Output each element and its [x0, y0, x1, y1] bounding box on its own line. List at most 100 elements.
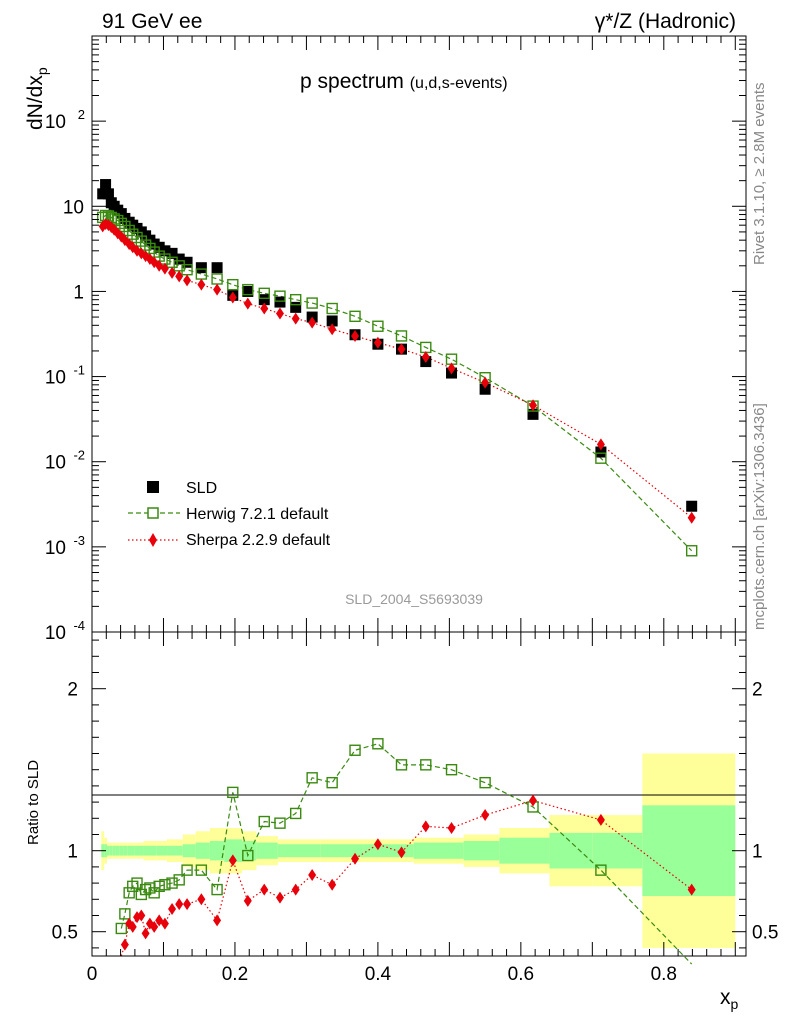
ratio-panel: 0.5 0.5 1 1 2 2 0 0.2 0.4 0.6 0.8 Ratio to SLD xp [25, 631, 779, 1012]
sherpa-ratio-point [291, 883, 300, 896]
sherpa-point [168, 266, 177, 279]
sherpa-point [275, 307, 284, 320]
x-tick-label: 0 [87, 964, 98, 985]
ratio-series [115, 738, 696, 965]
sherpa-point [133, 244, 142, 257]
sherpa-ratio-point [687, 883, 696, 896]
ratio-band-stat-13 [182, 844, 196, 858]
ratio-tick-label-left: 2 [67, 680, 78, 701]
ratio-band-stat-14 [195, 842, 210, 859]
herwig-point [127, 228, 139, 240]
sld-point [274, 296, 286, 308]
ratio-band-stat-18 [256, 842, 278, 859]
header-left: 91 GeV ee [102, 10, 202, 33]
herwig-ratio-point [290, 807, 302, 820]
sherpa-ratio-point [373, 838, 382, 851]
herwig-ratio-point [159, 879, 171, 891]
sherpa-ratio-point [197, 893, 206, 906]
y-tick-label: 10 -2 [45, 448, 85, 474]
sld-point [100, 179, 112, 191]
sherpa-ratio-point [183, 898, 192, 911]
herwig-ratio-point [445, 764, 458, 776]
y-tick-label: 1 [73, 282, 84, 303]
herwig-point [211, 273, 223, 285]
herwig-ratio-point [395, 759, 408, 771]
legend-label-sherpa: Sherpa 2.2.9 default [186, 532, 331, 549]
sherpa-ratio-point [529, 794, 538, 807]
sld-point [326, 315, 338, 327]
sherpa-point [373, 336, 382, 349]
herwig-point [274, 290, 286, 302]
ratio-line-series-0 [120, 743, 693, 965]
ratio-band-stat-20 [320, 844, 364, 858]
ratio-band-stat-8 [127, 845, 135, 856]
main-ticks [91, 36, 746, 633]
sld-point [195, 262, 207, 274]
sld-point [181, 256, 193, 268]
y-tick-label: 10 [63, 197, 84, 218]
herwig-ratio-point [274, 817, 286, 829]
herwig-point [227, 278, 239, 291]
sherpa-point [197, 278, 206, 291]
sherpa-ratio-point [243, 894, 252, 907]
ratio-band-stat-11 [156, 845, 168, 856]
sherpa-ratio-point [275, 891, 284, 904]
chart-title: p spectrum (u,d,s-events) [300, 70, 508, 93]
y-tick-label: 10 -4 [45, 618, 85, 644]
ratio-band-stat-6 [119, 845, 124, 856]
herwig-ratio-point [195, 864, 208, 876]
x-tick-label: 0.4 [365, 964, 392, 985]
ratio-band-stat-22 [413, 842, 464, 859]
sherpa-point [481, 376, 490, 389]
sherpa-ratio-point [397, 846, 406, 859]
y-tick-label: 10 2 [45, 107, 85, 133]
ratio-band-stat-9 [134, 845, 144, 856]
herwig-point [349, 310, 361, 323]
herwig-ratio-point [372, 738, 384, 750]
ratio-band-stat-23 [463, 840, 500, 861]
sherpa-ratio-point [228, 854, 237, 867]
y-tick-label: 10 -3 [45, 533, 85, 559]
ratio-band-stat-15 [209, 840, 225, 861]
sld-point [258, 294, 270, 306]
ratio-band-stat-16 [224, 839, 243, 863]
ratio-band-stat-19 [277, 844, 321, 858]
ratio-tick-labels: 0.5 0.5 1 1 2 2 [52, 680, 779, 944]
legend-marker-herwig [147, 507, 159, 519]
sld-point [97, 188, 109, 200]
sld-point [686, 500, 698, 512]
sherpa-point [308, 316, 317, 329]
herwig-point [685, 545, 698, 557]
sherpa-ratio-point [260, 883, 269, 896]
sld-point [166, 247, 178, 259]
y-tick-exponent: -2 [73, 448, 85, 463]
sherpa-ratio-point [481, 809, 490, 822]
sherpa-ratio-point [141, 927, 150, 940]
sherpa-point [260, 302, 269, 315]
sherpa-point [596, 438, 605, 451]
sld-point [595, 446, 607, 458]
herwig-point [115, 217, 128, 230]
sld-point [290, 301, 302, 313]
sherpa-point [328, 323, 337, 336]
x-tick-label: 0.8 [651, 964, 677, 985]
sherpa-point [351, 329, 360, 342]
herwig-ratio-point [123, 887, 135, 899]
x-tick-label: 0.6 [508, 964, 534, 985]
ratio-bands [101, 753, 736, 948]
sherpa-ratio-point [160, 917, 169, 930]
herwig-point [595, 452, 607, 464]
herwig-ratio-point [420, 759, 432, 771]
sherpa-ratio-point [596, 813, 605, 826]
y-axis-label: dN/dxp [24, 67, 50, 130]
ratio-tick-label-left: 0.5 [52, 923, 78, 944]
legend-marker-sld [147, 481, 159, 493]
herwig-ratio-point [119, 908, 131, 920]
y-tick-label: 10 -1 [45, 363, 85, 389]
sld-point [211, 262, 223, 274]
herwig-point [395, 330, 408, 342]
x-tick-labels: 0 0.2 0.4 0.6 0.8 [87, 964, 677, 985]
sherpa-ratio-point [175, 898, 184, 911]
sherpa-ratio-point [447, 822, 456, 835]
